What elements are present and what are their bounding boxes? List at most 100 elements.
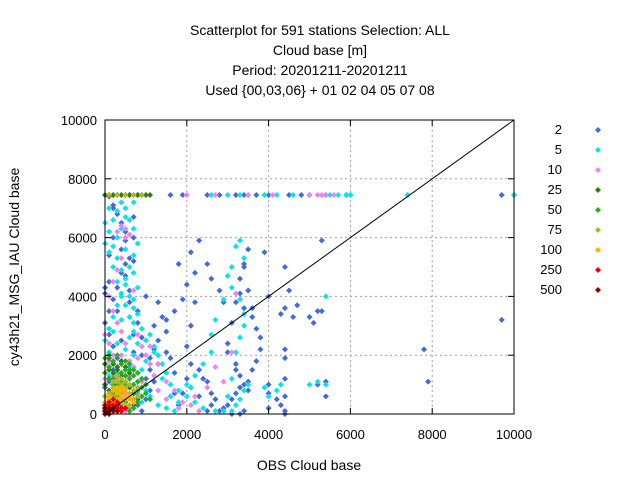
data-point-2 xyxy=(138,352,145,359)
data-point-10 xyxy=(245,191,252,198)
x-tick-label: 0 xyxy=(101,427,108,442)
data-point-5 xyxy=(171,408,178,415)
data-point-5 xyxy=(261,191,268,198)
data-point-5 xyxy=(130,352,137,359)
data-point-5 xyxy=(134,311,141,318)
data-point-5 xyxy=(183,381,190,388)
data-point-5 xyxy=(130,328,137,335)
data-point-5 xyxy=(175,387,182,394)
data-point-250 xyxy=(110,396,117,403)
data-point-2 xyxy=(106,278,113,285)
data-point-5 xyxy=(265,393,272,400)
data-point-2 xyxy=(151,322,158,329)
data-point-2 xyxy=(277,311,284,318)
data-point-2 xyxy=(281,264,288,270)
data-point-5 xyxy=(241,322,248,329)
y-tick-label: 10000 xyxy=(61,113,97,128)
data-point-5 xyxy=(114,255,121,262)
data-point-5 xyxy=(228,284,235,291)
data-point-5 xyxy=(220,296,227,303)
legend-marker-25 xyxy=(595,187,601,193)
data-point-5 xyxy=(106,325,113,332)
data-point-2 xyxy=(187,322,194,329)
data-point-5 xyxy=(163,369,170,376)
data-point-2 xyxy=(241,261,248,268)
data-point-5 xyxy=(228,408,235,415)
data-point-2 xyxy=(245,246,252,253)
data-point-10 xyxy=(126,231,133,238)
data-point-2 xyxy=(142,375,149,382)
data-point-10 xyxy=(331,191,338,198)
data-point-2 xyxy=(196,393,203,400)
data-point-2 xyxy=(261,249,268,256)
y-tick-label: 8000 xyxy=(68,172,97,187)
y-tick-label: 0 xyxy=(90,407,97,422)
data-point-10 xyxy=(122,340,129,347)
data-point-10 xyxy=(228,349,235,356)
data-point-2 xyxy=(298,191,305,198)
data-point-2 xyxy=(142,396,149,403)
data-point-5 xyxy=(151,343,158,350)
data-point-2 xyxy=(187,361,194,368)
data-point-50 xyxy=(114,352,121,359)
data-point-5 xyxy=(322,293,329,300)
data-point-5 xyxy=(130,199,137,206)
data-point-2 xyxy=(106,331,113,338)
data-point-2 xyxy=(159,313,166,320)
chart-title: Scatterplot for 591 stations Selection: … xyxy=(190,22,450,98)
data-point-2 xyxy=(241,191,248,198)
data-point-2 xyxy=(241,408,248,415)
data-point-10 xyxy=(110,278,117,285)
data-point-5 xyxy=(134,284,141,291)
data-point-5 xyxy=(122,246,129,253)
data-point-5 xyxy=(167,381,174,388)
legend-label-5: 5 xyxy=(555,142,562,157)
data-point-5 xyxy=(273,387,280,394)
data-point-2 xyxy=(130,214,137,221)
data-point-5 xyxy=(142,337,149,344)
data-point-5 xyxy=(110,264,117,270)
data-point-2 xyxy=(498,191,505,198)
data-point-2 xyxy=(236,372,243,379)
data-point-50 xyxy=(110,358,117,365)
data-point-5 xyxy=(155,402,162,409)
data-point-2 xyxy=(118,246,125,253)
diagonal-line xyxy=(104,119,515,415)
data-point-2 xyxy=(245,287,252,294)
data-point-2 xyxy=(232,191,239,198)
data-point-50 xyxy=(122,366,129,373)
data-point-5 xyxy=(404,191,411,198)
data-point-2 xyxy=(204,261,211,268)
data-point-2 xyxy=(253,325,260,332)
data-point-2 xyxy=(314,308,321,315)
data-point-5 xyxy=(122,214,129,221)
data-point-10 xyxy=(212,363,219,370)
data-point-5 xyxy=(122,302,129,309)
data-point-500 xyxy=(114,408,121,415)
data-point-2 xyxy=(208,390,215,397)
data-points xyxy=(102,191,517,417)
data-point-5 xyxy=(314,378,321,385)
data-point-10 xyxy=(171,387,178,394)
data-point-2 xyxy=(179,390,186,397)
data-point-5 xyxy=(224,272,231,279)
data-point-2 xyxy=(138,334,145,341)
data-point-2 xyxy=(216,191,223,198)
data-point-5 xyxy=(130,225,137,232)
data-point-5 xyxy=(200,405,207,412)
data-point-10 xyxy=(106,340,113,347)
data-point-2 xyxy=(249,366,256,373)
data-point-2 xyxy=(179,296,186,303)
data-point-5 xyxy=(130,296,137,303)
data-point-5 xyxy=(118,266,125,273)
data-point-2 xyxy=(106,308,113,315)
plot-frame xyxy=(104,119,515,415)
data-point-2 xyxy=(273,396,280,403)
data-point-10 xyxy=(183,191,190,198)
data-point-2 xyxy=(130,258,137,265)
data-point-50 xyxy=(126,366,133,373)
data-point-5 xyxy=(343,191,350,198)
data-point-5 xyxy=(126,293,133,300)
legend-marker-10 xyxy=(595,167,601,173)
data-point-5 xyxy=(208,191,215,198)
